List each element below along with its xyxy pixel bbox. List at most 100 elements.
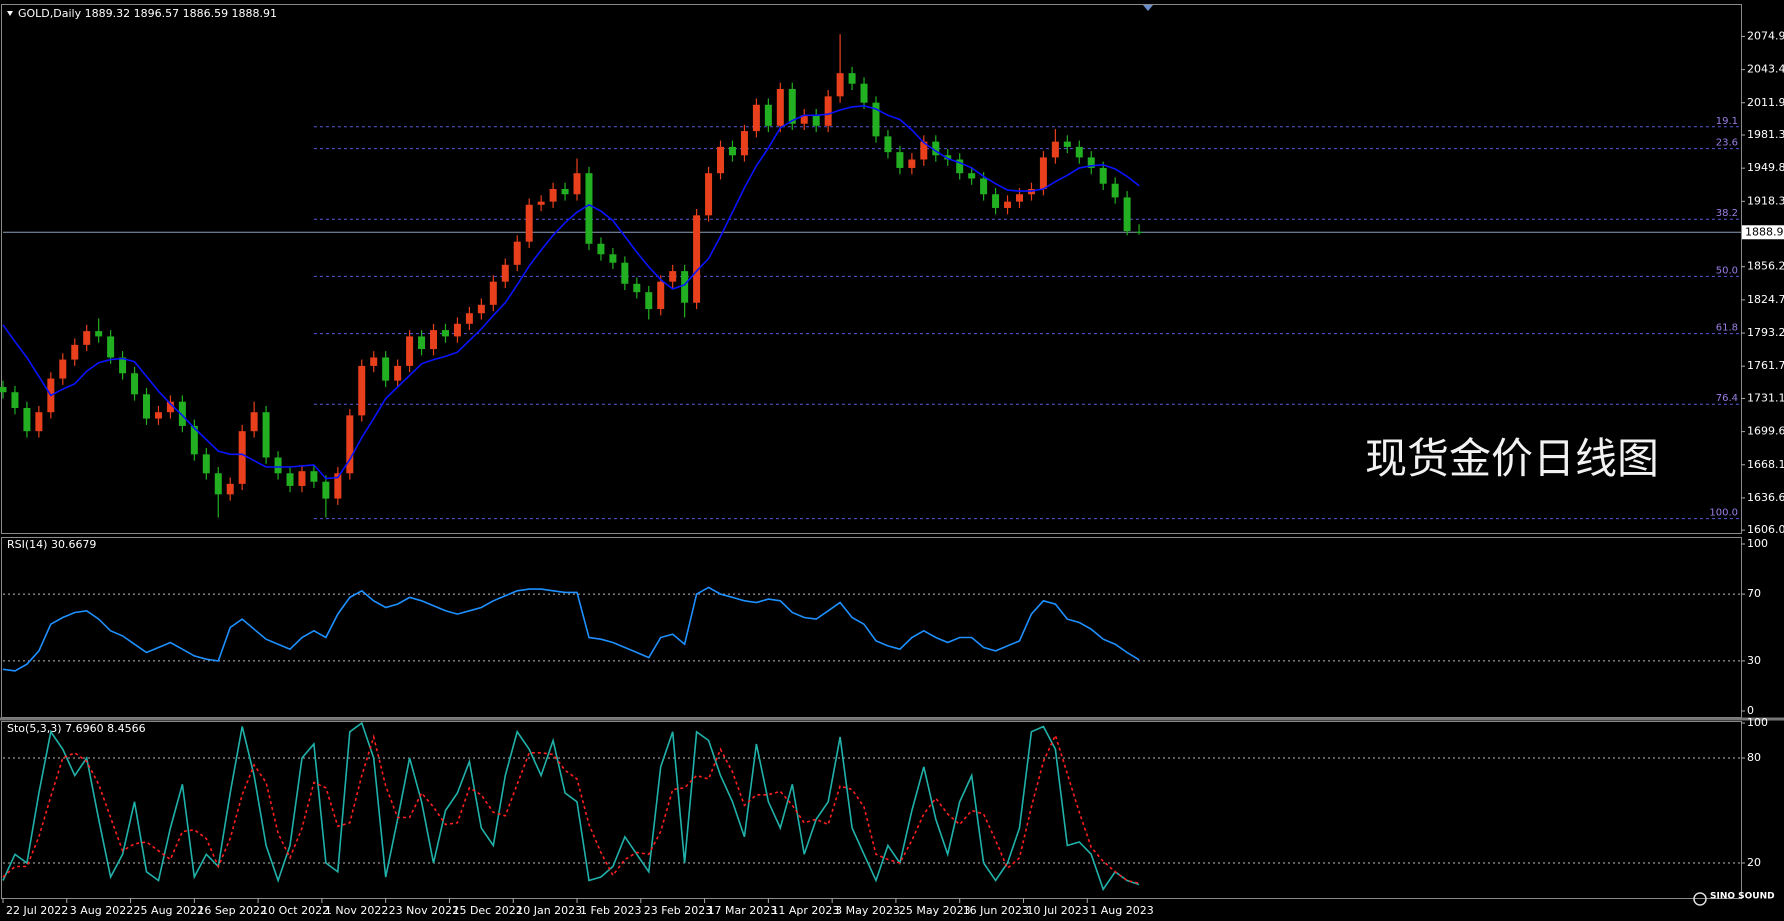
price-title: GOLD,Daily 1889.32 1896.57 1886.59 1888.… (18, 7, 277, 20)
x-tick-label: 22 Jul 2022 (6, 904, 68, 917)
candle-body (1135, 231, 1143, 233)
series-line (2, 721, 1140, 892)
candle-body (382, 357, 390, 381)
candle-body (573, 173, 581, 195)
candle-body (214, 473, 222, 495)
candle-body (920, 141, 928, 160)
x-tick-label: 10 Oct 2022 (261, 904, 329, 917)
candle-body (621, 262, 629, 284)
candle-body (693, 215, 701, 303)
candle-body (717, 146, 725, 174)
candle-body (884, 136, 892, 153)
candle-body (764, 104, 772, 126)
candle-body (178, 401, 186, 426)
x-tick-label: 25 Aug 2022 (134, 904, 204, 917)
x-tick-label: 23 Feb 2023 (644, 904, 712, 917)
candle-body (334, 473, 342, 499)
candle-body (238, 431, 246, 484)
y-tick-label: 20 (1747, 856, 1761, 869)
candle-body (322, 481, 330, 499)
last-price-label: 1888.91 (1745, 225, 1784, 238)
fib-label: 61.8 (1716, 323, 1738, 334)
candle-body (441, 330, 449, 337)
x-tick-label: 25 May 2023 (899, 904, 971, 917)
candle-body (980, 178, 988, 195)
candle-body (35, 412, 43, 432)
overlay-caption: 现货金价日线图 (1365, 434, 1659, 483)
x-tick-label: 15 Dec 2022 (452, 904, 522, 917)
candle-body (633, 283, 641, 293)
candle-body (489, 281, 497, 305)
candle-body (752, 104, 760, 132)
y-tick-label: 1918.30 (1747, 194, 1784, 207)
candle-body (286, 473, 294, 486)
candle-body (1099, 167, 1107, 184)
candle-body (406, 336, 414, 366)
y-tick-label: 1668.10 (1747, 458, 1784, 471)
last-price-box (1742, 225, 1784, 240)
candle-body (657, 281, 665, 310)
candle-body (836, 73, 844, 97)
candle-body (1051, 141, 1059, 158)
candle-body (310, 471, 318, 482)
candle-body (1004, 201, 1012, 208)
candle-body (23, 408, 31, 432)
candle-body (968, 173, 976, 179)
candle-body (944, 155, 952, 160)
candle-body (107, 336, 115, 358)
y-tick-label: 1981.30 (1747, 128, 1784, 141)
candle-body (525, 204, 533, 242)
x-tick-label: 17 Mar 2023 (708, 904, 778, 917)
candle-body (11, 392, 19, 409)
candle-body (860, 83, 868, 103)
x-tick-label: 1 Feb 2023 (580, 904, 641, 917)
candle-body (477, 304, 485, 314)
candle-body (465, 313, 473, 324)
candle-body (394, 365, 402, 381)
rsi-title: RSI(14) 30.6679 (7, 538, 96, 551)
candle-body (872, 102, 880, 137)
candle-body (609, 254, 617, 263)
x-tick-label: 23 Nov 2022 (389, 904, 459, 917)
candle-body (430, 330, 438, 350)
candle-body (95, 331, 103, 337)
candle-body (190, 425, 198, 455)
candle-body (848, 73, 856, 84)
candle-body (776, 88, 784, 126)
candle-body (453, 323, 461, 337)
candle-body (501, 264, 509, 282)
candle-body (59, 359, 67, 379)
y-tick-label: 80 (1747, 751, 1761, 764)
y-tick-label: 100 (1747, 537, 1768, 550)
y-tick-label: 70 (1747, 587, 1761, 600)
fib-label: 100.0 (1709, 508, 1738, 519)
candle-body (681, 271, 689, 303)
y-tick-label: 1761.70 (1747, 359, 1784, 372)
candle-body (346, 415, 354, 474)
candle-body (226, 483, 234, 495)
x-tick-label: 11 Apr 2023 (771, 904, 839, 917)
candle-body (1111, 183, 1119, 198)
shift-marker (1143, 5, 1153, 11)
candle-body (1087, 157, 1095, 168)
candle-body (1075, 146, 1083, 158)
candle-body (561, 189, 569, 195)
candle-body (1123, 197, 1131, 232)
candle-body (896, 152, 904, 168)
candle-body (418, 336, 426, 350)
candle-body (728, 146, 736, 156)
candle-body (932, 141, 940, 156)
candle-body (513, 241, 521, 265)
x-tick-label: 3 May 2023 (835, 904, 900, 917)
watermark: SINO SOUND (1710, 892, 1775, 902)
fib-label: 19.1 (1716, 116, 1738, 127)
y-tick-label: 1949.80 (1747, 161, 1784, 174)
x-tick-label: 10 Jan 2023 (516, 904, 582, 917)
candle-body (800, 115, 808, 124)
candle-body (119, 357, 127, 374)
candle-body (166, 401, 174, 413)
candle-body (705, 173, 713, 216)
candle-body (824, 96, 832, 126)
candle-body (1015, 194, 1023, 202)
